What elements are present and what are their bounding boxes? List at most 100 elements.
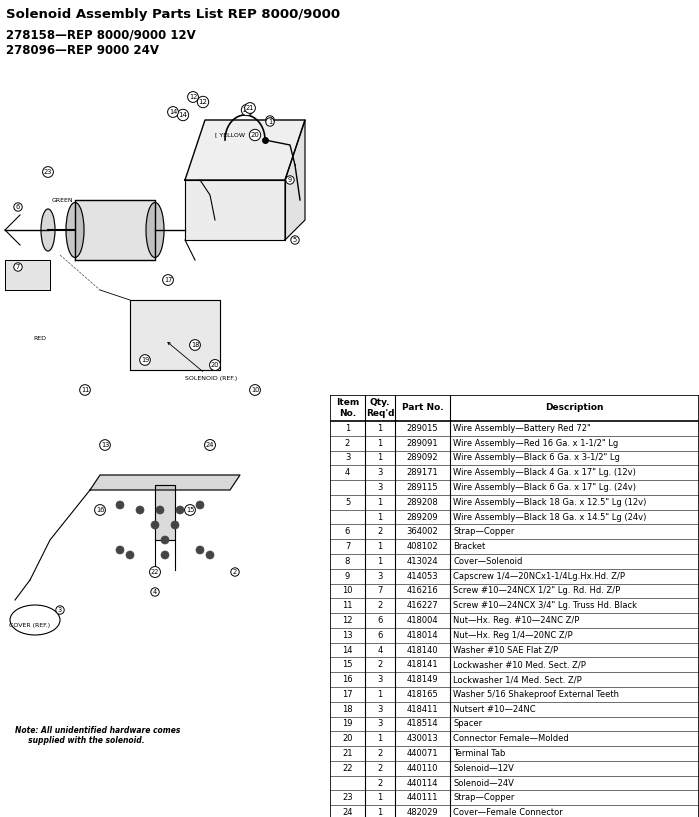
Text: Cover—Solenoid: Cover—Solenoid xyxy=(453,557,522,566)
Text: Screw #10—24NCX 3/4" Lg. Truss Hd. Black: Screw #10—24NCX 3/4" Lg. Truss Hd. Black xyxy=(453,601,637,610)
Text: 2: 2 xyxy=(377,601,382,610)
Text: 3: 3 xyxy=(377,572,382,581)
Text: 1: 1 xyxy=(377,424,382,433)
Text: 2: 2 xyxy=(377,527,382,536)
Circle shape xyxy=(176,506,184,514)
Text: 8: 8 xyxy=(345,557,350,566)
Text: 418411: 418411 xyxy=(407,705,438,714)
Circle shape xyxy=(196,501,204,509)
Text: 408102: 408102 xyxy=(407,542,438,551)
Polygon shape xyxy=(185,180,285,240)
Text: Part No.: Part No. xyxy=(402,404,443,413)
Text: 23: 23 xyxy=(343,793,353,802)
Text: COVER (REF.): COVER (REF.) xyxy=(10,623,50,627)
Text: 1: 1 xyxy=(377,453,382,462)
Polygon shape xyxy=(155,485,175,540)
Text: 6: 6 xyxy=(377,631,382,640)
Text: 10: 10 xyxy=(343,587,353,596)
Text: Lockwasher 1/4 Med. Sect. Z/P: Lockwasher 1/4 Med. Sect. Z/P xyxy=(453,675,582,684)
Text: Spacer: Spacer xyxy=(453,720,482,729)
Text: 14: 14 xyxy=(169,109,177,115)
Text: 482029: 482029 xyxy=(407,808,438,817)
Text: 14: 14 xyxy=(343,645,353,654)
Circle shape xyxy=(136,506,144,514)
Text: 3: 3 xyxy=(377,705,382,714)
Text: 5: 5 xyxy=(345,498,350,507)
Text: Solenoid—12V: Solenoid—12V xyxy=(453,764,514,773)
Text: 23: 23 xyxy=(44,169,52,175)
Text: 2: 2 xyxy=(345,439,350,448)
Text: Screw #10—24NCX 1/2" Lg. Rd. Hd. Z/P: Screw #10—24NCX 1/2" Lg. Rd. Hd. Z/P xyxy=(453,587,620,596)
Circle shape xyxy=(151,521,159,529)
Text: Strap—Copper: Strap—Copper xyxy=(453,793,514,802)
Text: 6: 6 xyxy=(345,527,350,536)
Text: 15: 15 xyxy=(343,660,353,669)
Circle shape xyxy=(171,521,179,529)
Text: 22: 22 xyxy=(343,764,353,773)
Text: GREEN: GREEN xyxy=(51,198,73,203)
Text: 289092: 289092 xyxy=(407,453,438,462)
Text: 278158—REP 8000/9000 12V: 278158—REP 8000/9000 12V xyxy=(6,28,196,41)
Polygon shape xyxy=(285,120,305,240)
Text: Wire Assembly—Black 6 Ga. x 3-1/2" Lg: Wire Assembly—Black 6 Ga. x 3-1/2" Lg xyxy=(453,453,620,462)
Text: 19: 19 xyxy=(141,357,149,363)
Text: 6: 6 xyxy=(16,204,20,210)
Polygon shape xyxy=(130,300,220,370)
Text: 7: 7 xyxy=(16,264,20,270)
Text: 2: 2 xyxy=(377,749,382,758)
Text: 413024: 413024 xyxy=(407,557,438,566)
Text: 16: 16 xyxy=(343,675,353,684)
Text: 16: 16 xyxy=(96,507,104,513)
Circle shape xyxy=(161,551,169,559)
Text: [ YELLOW: [ YELLOW xyxy=(215,132,245,137)
Text: 1: 1 xyxy=(377,498,382,507)
Text: 418004: 418004 xyxy=(407,616,438,625)
Text: 440110: 440110 xyxy=(407,764,438,773)
Ellipse shape xyxy=(41,209,55,251)
Text: 3: 3 xyxy=(377,468,382,477)
Text: 418149: 418149 xyxy=(407,675,438,684)
Circle shape xyxy=(196,546,204,554)
Text: 9: 9 xyxy=(288,177,292,183)
Text: 3: 3 xyxy=(58,607,62,613)
Text: Description: Description xyxy=(545,404,604,413)
Text: 1: 1 xyxy=(377,542,382,551)
Text: 6: 6 xyxy=(377,616,382,625)
Text: 21: 21 xyxy=(343,749,353,758)
Text: 13: 13 xyxy=(101,442,109,448)
Text: Connector Female—Molded: Connector Female—Molded xyxy=(453,734,569,743)
Text: 2: 2 xyxy=(233,569,237,575)
Text: 418514: 418514 xyxy=(407,720,438,729)
Text: Item
No.: Item No. xyxy=(336,399,359,417)
Text: 289115: 289115 xyxy=(407,483,438,492)
Text: 4: 4 xyxy=(345,468,350,477)
Text: 18: 18 xyxy=(343,705,353,714)
Text: 418141: 418141 xyxy=(407,660,438,669)
Text: 12: 12 xyxy=(189,94,197,100)
Text: 20: 20 xyxy=(250,132,259,138)
Text: 440111: 440111 xyxy=(407,793,438,802)
Text: 20: 20 xyxy=(211,362,219,368)
Text: Lockwasher #10 Med. Sect. Z/P: Lockwasher #10 Med. Sect. Z/P xyxy=(453,660,586,669)
Circle shape xyxy=(206,551,214,559)
Polygon shape xyxy=(185,120,305,180)
Text: 24: 24 xyxy=(206,442,215,448)
Text: 13: 13 xyxy=(343,631,353,640)
Text: 7: 7 xyxy=(345,542,350,551)
Text: 289208: 289208 xyxy=(407,498,438,507)
Text: 12: 12 xyxy=(199,99,208,105)
Text: 414053: 414053 xyxy=(407,572,438,581)
Text: 22: 22 xyxy=(151,569,159,575)
Text: 15: 15 xyxy=(186,507,194,513)
Text: 440071: 440071 xyxy=(407,749,438,758)
Circle shape xyxy=(116,546,124,554)
Text: 418014: 418014 xyxy=(407,631,438,640)
Text: Solenoid Assembly Parts List REP 8000/9000: Solenoid Assembly Parts List REP 8000/90… xyxy=(6,8,340,21)
Text: Capscrew 1/4—20NCx1-1/4Lg.Hx.Hd. Z/P: Capscrew 1/4—20NCx1-1/4Lg.Hx.Hd. Z/P xyxy=(453,572,625,581)
Text: 7: 7 xyxy=(377,587,382,596)
Text: Bracket: Bracket xyxy=(453,542,485,551)
Text: 14: 14 xyxy=(178,112,187,118)
Text: Washer #10 SAE Flat Z/P: Washer #10 SAE Flat Z/P xyxy=(453,645,558,654)
Text: 289091: 289091 xyxy=(407,439,438,448)
Text: Terminal Tab: Terminal Tab xyxy=(453,749,505,758)
